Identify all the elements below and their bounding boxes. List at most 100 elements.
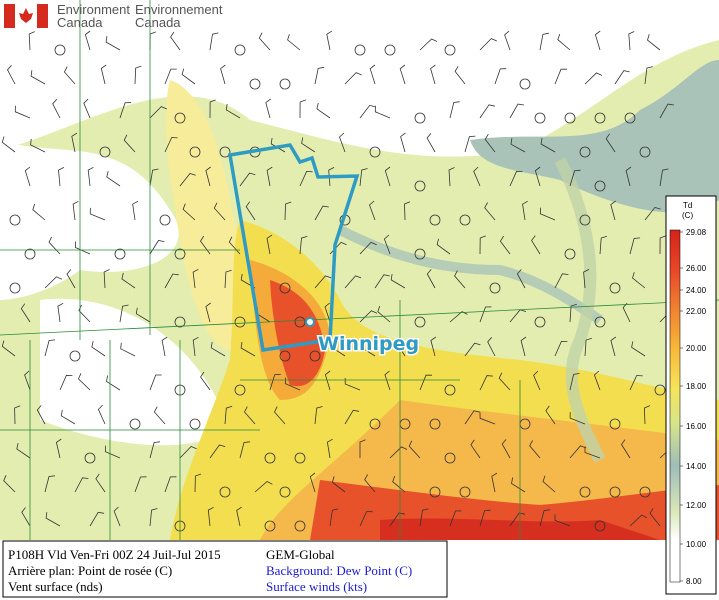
wind-barb [484,133,496,153]
wind-barb [659,168,669,187]
wind-barb [314,275,332,289]
wind-barb [240,342,256,357]
calm-marker [564,112,576,124]
wind-barb [499,235,511,255]
calm-marker [369,418,381,430]
calm-marker [309,350,321,362]
wind-barb [509,103,524,119]
calm-marker [429,214,441,226]
wind-barb [426,133,436,153]
header-text: Canada [57,15,103,30]
calm-marker [24,248,36,260]
wind-barb [625,166,632,187]
wind-barb [113,506,121,527]
calm-marker [489,282,501,294]
wind-barb [213,202,226,221]
calm-marker [9,282,21,294]
wind-barb [20,303,31,323]
wind-barb [377,305,391,323]
info-text: Surface winds (kts) [266,579,367,594]
wind-barb [326,30,333,51]
calm-marker [189,418,201,430]
wind-barb [161,336,168,357]
wind-barb [16,443,31,459]
wind-barb [66,269,76,289]
calm-marker [384,44,396,56]
wind-barb [644,66,653,85]
wind-barb [24,166,31,187]
field-teal-band [337,225,603,325]
wind-barb [224,405,233,425]
wind-barb [78,304,91,323]
wind-barb [83,98,91,119]
wind-barb [119,304,129,323]
legend-label: 8.00 [686,577,702,586]
wind-barb [509,512,526,527]
legend-label: 24.00 [686,286,707,295]
wind-barb [44,339,56,357]
wind-barb [270,137,286,153]
legend-label: 20.00 [686,344,707,353]
wind-barb [395,337,406,357]
wind-barb [220,64,226,85]
wind-barb [339,132,346,153]
wind-barb [95,473,106,493]
wind-barb [659,103,674,119]
wind-barb [400,132,406,153]
calm-marker [594,180,606,192]
wind-barb [359,241,377,255]
calm-marker [429,486,441,498]
wind-barb [554,514,571,527]
wind-barb [593,370,601,391]
wind-barb [374,274,390,289]
wind-barb [71,132,78,153]
calm-marker [579,214,591,226]
calm-marker [444,384,456,396]
wind-barb [509,170,523,187]
wind-barb [7,65,16,85]
wind-barb [374,105,391,119]
wind-barb [359,439,366,458]
calm-marker [429,418,441,430]
wind-barb [621,439,631,459]
calm-marker [279,350,291,362]
wind-barb [21,507,31,527]
wind-barb [644,206,661,221]
wind-barb [569,373,580,391]
wind-barb [659,235,666,255]
wind-barb [24,370,31,391]
wind-barb [649,508,661,527]
legend-label: 10.00 [686,540,707,549]
calm-marker [234,44,246,56]
wind-barb [103,269,110,289]
wind-barb [52,99,61,119]
wind-barb [324,302,331,323]
flag-bar [37,4,48,28]
wind-barb [28,31,35,51]
wind-barb [170,31,181,51]
calm-marker [594,112,606,124]
wind-barb [207,506,214,527]
wind-barb [464,342,481,357]
calm-marker [414,316,426,328]
wind-barb [182,203,196,221]
calm-marker [84,452,96,464]
wind-barb [554,68,567,85]
wind-barb [224,269,232,289]
wind-barb [419,38,438,51]
legend-label: 16.00 [686,422,707,431]
wind-barb [299,99,306,119]
wind-barb [629,375,643,391]
wind-barb [314,406,323,425]
wind-barb [153,406,166,425]
wind-barb [384,370,391,391]
wind-barb [84,30,91,51]
calm-marker [534,112,546,124]
wind-barb [239,172,256,187]
legend-label: 18.00 [686,382,707,391]
wind-barb [557,33,571,51]
wind-barb [30,138,46,153]
field-yellow [165,80,249,352]
wind-barb [628,31,635,51]
